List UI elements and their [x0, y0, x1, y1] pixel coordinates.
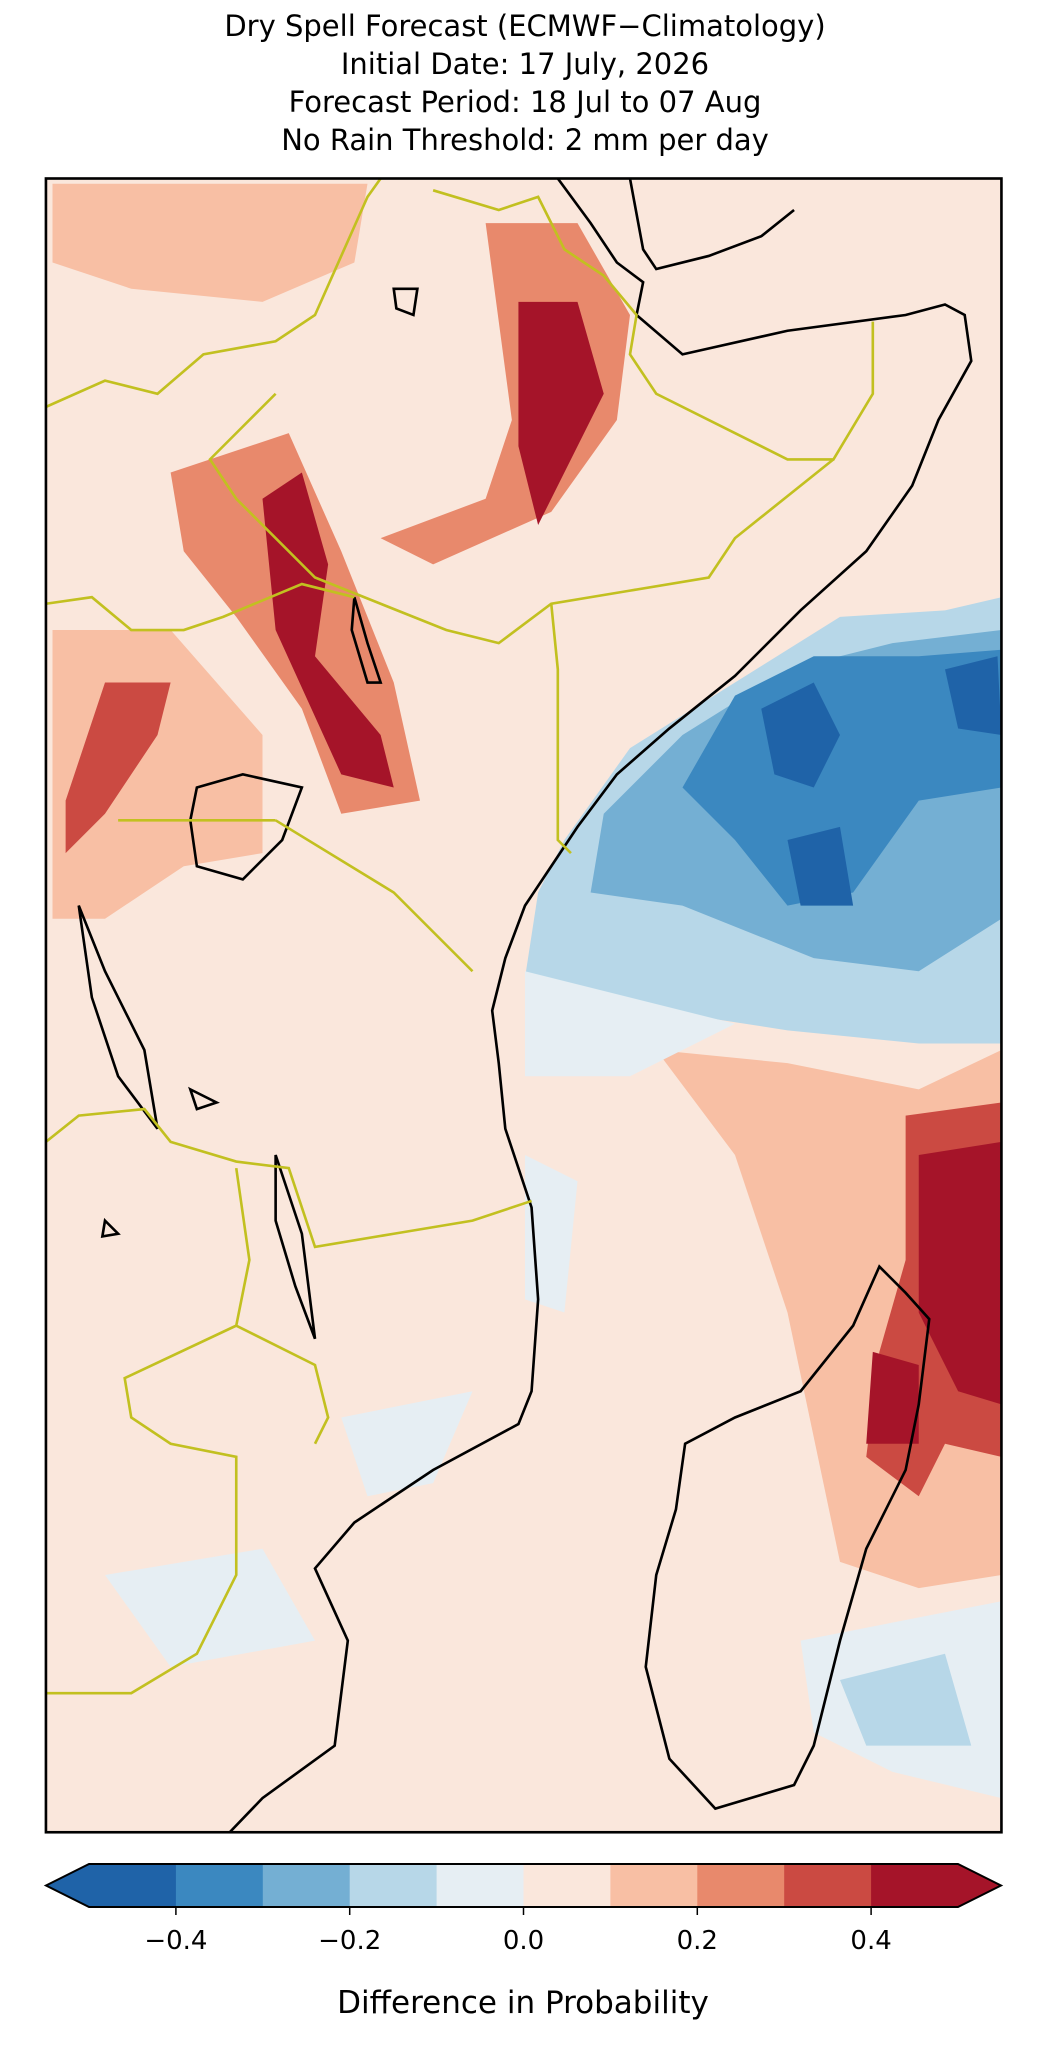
coastline [77, 178, 973, 1833]
colorbar-segment [871, 1864, 959, 1907]
colorbar-tick-label: −0.4 [144, 1926, 207, 1956]
anomaly-patch [840, 1653, 972, 1746]
colorbar-outline [43, 1863, 1004, 1908]
colorbar-extension [46, 1864, 89, 1907]
colorbar-segment [349, 1864, 438, 1907]
colorbar: −0.4 −0.2 0.0 0.2 0.4 [43, 1863, 1004, 1956]
title-line: Dry Spell Forecast (ECMWF−Climatology) [224, 9, 825, 43]
colorbar-extension [958, 1864, 1001, 1907]
map-frame [44, 177, 1003, 1834]
anomaly-patch [761, 656, 1002, 906]
colorbar-tick-label: 0.0 [503, 1926, 544, 1956]
title-line: Forecast Period: 18 Jul to 07 Aug [289, 85, 762, 119]
colorbar-label: Difference in Probability [337, 1985, 709, 2021]
colorbar-tick-label: 0.4 [850, 1926, 891, 1956]
anomaly-patch [65, 682, 171, 854]
colorbar-segment [89, 1864, 177, 1907]
country-border [45, 178, 875, 1695]
anomaly-patch [262, 301, 604, 788]
colorbar-segment [784, 1864, 872, 1907]
colorbar-tick-label: 0.2 [677, 1926, 718, 1956]
colorbar-segment [610, 1864, 698, 1907]
anomaly-patch [52, 183, 368, 302]
colorbar-tick-label: −0.2 [318, 1926, 381, 1956]
colorbar-segment [523, 1864, 611, 1907]
colorbar-segment [697, 1864, 785, 1907]
title-line: No Rain Threshold: 2 mm per day [281, 123, 769, 157]
colorbar-segment [262, 1864, 351, 1907]
colorbar-segment [436, 1864, 524, 1907]
map [44, 177, 1003, 1834]
title-line: Initial Date: 17 July, 2026 [341, 47, 709, 81]
colorbar-segment [175, 1864, 264, 1907]
anomaly-patch [866, 1141, 1002, 1444]
anomaly-patch [105, 971, 735, 1667]
